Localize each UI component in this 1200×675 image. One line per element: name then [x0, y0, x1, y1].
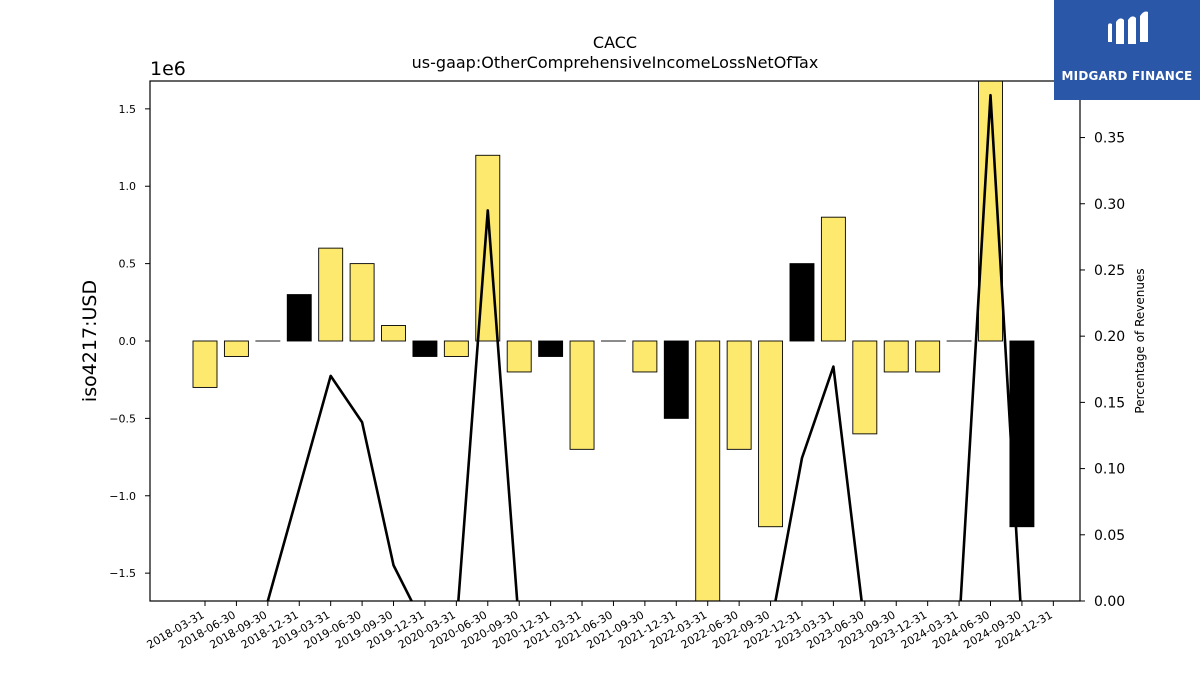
y2-tick-label: 0.35: [1094, 131, 1125, 147]
bar: [789, 263, 815, 342]
bar: [349, 263, 375, 342]
bar: [412, 340, 438, 357]
y2-tick-label: 0.20: [1094, 329, 1125, 345]
bar: [852, 340, 878, 435]
logo: MIDGARD FINANCE: [1054, 0, 1200, 100]
bar: [286, 294, 312, 342]
x-axis-ticks: 2018-03-312018-06-302018-09-302018-12-31…: [145, 601, 1055, 652]
logo-mark-icon: [1108, 11, 1148, 44]
bar: [820, 216, 846, 342]
bar: [192, 340, 218, 388]
y-axis-label: iso4217:USD: [79, 280, 101, 402]
bar: [569, 340, 595, 450]
chart-title: CACC: [593, 33, 637, 52]
bar: [758, 340, 784, 528]
bar-series: [192, 80, 1035, 602]
bar: [726, 340, 752, 450]
y2-axis-label: Percentage of Revenues: [1133, 268, 1147, 413]
bar: [695, 340, 721, 602]
bar: [443, 340, 469, 357]
bar: [318, 247, 344, 342]
bar: [538, 340, 564, 357]
bar: [223, 340, 249, 357]
bar: [381, 325, 406, 342]
y2-tick-label: 0.05: [1094, 528, 1125, 544]
y2-tick-label: 0.15: [1094, 395, 1125, 411]
bar: [978, 80, 1003, 342]
y-tick-label: 0.0: [119, 335, 137, 348]
y2-tick-label: 0.30: [1094, 197, 1125, 213]
line-segment: [774, 365, 863, 601]
bar: [883, 340, 909, 373]
y2-tick-label: 0.25: [1094, 263, 1125, 279]
y-tick-label: 1.5: [119, 103, 137, 116]
line-segment: [266, 209, 519, 601]
logo-text: MIDGARD FINANCE: [1061, 69, 1193, 83]
bar: [663, 340, 689, 419]
y2-axis-ticks: 0.00 0.05 0.10 0.15 0.20 0.25 0.30 0.35: [1080, 131, 1125, 610]
y-offset-label: 1e6: [150, 58, 186, 80]
y-tick-label: 1.0: [119, 180, 137, 193]
y-tick-label: −0.5: [109, 412, 136, 425]
y-axis-ticks: −1.5 −1.0 −0.5 0.0 0.5 1.0 1.5: [109, 103, 150, 580]
y-tick-label: −1.5: [109, 567, 136, 580]
bar: [632, 340, 658, 373]
y2-tick-label: 0.00: [1094, 594, 1125, 610]
y-tick-label: −1.0: [109, 490, 136, 503]
line-segment: [959, 93, 1022, 601]
y-tick-label: 0.5: [119, 258, 137, 271]
bar: [915, 340, 941, 373]
y2-tick-label: 0.10: [1094, 462, 1125, 478]
revenue-percentage-line: [266, 93, 1022, 601]
chart-subtitle: us-gaap:OtherComprehensiveIncomeLossNetO…: [412, 53, 819, 72]
bar: [506, 340, 532, 373]
